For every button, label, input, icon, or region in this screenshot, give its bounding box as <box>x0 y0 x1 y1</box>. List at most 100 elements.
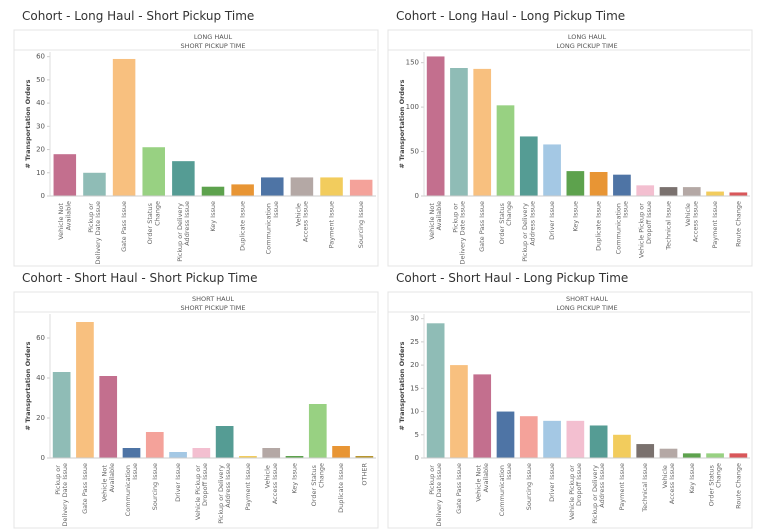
bar <box>682 187 701 196</box>
y-axis-label: # Transportation Orders <box>24 341 32 430</box>
panel-header: LONG PICKUP TIME <box>556 42 617 50</box>
y-axis-label: # Transportation Orders <box>398 341 406 430</box>
bar <box>589 425 608 458</box>
bar <box>169 452 187 458</box>
bar <box>706 453 724 458</box>
bar <box>215 426 234 458</box>
x-tick-label: Driver Issue <box>548 463 556 502</box>
panel-frame <box>387 29 753 267</box>
bar <box>76 322 94 458</box>
x-tick-label: Vehicle Not Available <box>101 463 116 502</box>
x-tick-label: Communication Issue <box>265 201 280 254</box>
bar <box>613 434 631 458</box>
x-tick-label: Pickup or Delivery Date Issue <box>87 201 102 264</box>
x-tick-label: Driver Issue <box>174 463 182 502</box>
bar <box>172 161 195 196</box>
bar <box>122 448 141 458</box>
y-tick-label: 60 <box>36 53 45 61</box>
bar <box>729 192 748 196</box>
y-axis-label: # Transportation Orders <box>398 79 406 168</box>
bar <box>83 172 106 196</box>
bar <box>261 177 284 196</box>
panel-title: Cohort - Short Haul - Short Pickup Time <box>22 271 257 285</box>
x-tick-label: Communication Issue <box>498 463 513 516</box>
bar <box>496 411 515 458</box>
bar <box>450 365 468 458</box>
x-tick-label: Payment Issue <box>244 463 252 510</box>
y-tick-label: 30 <box>410 315 419 323</box>
bar <box>496 105 515 196</box>
y-tick-label: 0 <box>41 454 45 462</box>
y-tick-label: 10 <box>410 408 419 416</box>
x-tick-label: Pickup or Delivery Date Issue <box>54 463 69 526</box>
x-tick-label: Pickup or Delivery Address Issue <box>176 201 191 262</box>
bar <box>349 179 373 196</box>
bar <box>519 416 538 458</box>
x-tick-label: Vehicle Not Available <box>475 463 490 502</box>
panel-title: Cohort - Long Haul - Long Pickup Time <box>396 9 625 23</box>
bar <box>426 56 445 196</box>
y-tick-label: 40 <box>36 99 45 107</box>
x-tick-label: Key Issue <box>688 463 696 494</box>
y-tick-label: 100 <box>406 103 419 111</box>
bar <box>52 372 71 458</box>
x-tick-label: Order Status Change <box>310 463 325 506</box>
x-tick-label: Gate Pass Issue <box>478 201 486 252</box>
x-tick-label: Route Change <box>734 201 742 247</box>
y-tick-label: 15 <box>410 384 419 392</box>
x-tick-label: Vehicle Access Issue <box>264 463 279 504</box>
y-tick-label: 20 <box>36 414 45 422</box>
y-tick-label: 0 <box>415 192 419 200</box>
bar <box>201 186 225 196</box>
x-tick-label: Order Status Change <box>146 201 161 244</box>
x-tick-label: Payment Issue <box>618 463 626 510</box>
bar <box>332 446 350 458</box>
y-tick-label: 20 <box>410 361 419 369</box>
bar <box>53 154 77 196</box>
x-tick-label: Duplicate Issue <box>239 201 247 251</box>
x-tick-label: Pickup or Delivery Address Issue <box>217 463 232 524</box>
x-tick-label: OTHER <box>360 463 368 486</box>
x-tick-label: Pickup or Delivery Date Issue <box>428 463 443 526</box>
bar <box>659 448 678 458</box>
y-tick-label: 50 <box>410 148 419 156</box>
bar <box>543 144 561 196</box>
x-tick-label: Pickup or Delivery Date Issue <box>451 201 466 264</box>
bar <box>239 456 257 458</box>
bar <box>262 448 281 458</box>
bar <box>706 191 724 196</box>
panel-frame <box>13 29 379 267</box>
panel-header: LONG HAUL <box>568 33 607 41</box>
x-tick-label: Vehicle Pickup or Dropoff Issue <box>194 463 209 520</box>
bar <box>142 147 165 196</box>
x-tick-label: Vehicle Pickup or Dropoff Issue <box>568 463 583 520</box>
bar <box>426 323 445 458</box>
y-tick-label: 0 <box>41 192 45 200</box>
x-tick-label: Key Issue <box>571 201 579 232</box>
y-tick-label: 40 <box>36 374 45 382</box>
x-tick-label: Key Issue <box>291 463 299 494</box>
x-tick-label: Vehicle Access Issue <box>684 201 699 242</box>
bar <box>285 456 304 458</box>
x-tick-label: Gate Pass Issue <box>120 201 128 252</box>
panel-header: SHORT PICKUP TIME <box>180 304 245 312</box>
y-tick-label: 20 <box>36 146 45 154</box>
bar <box>450 68 468 196</box>
panel-header: LONG HAUL <box>194 33 233 41</box>
bar <box>636 444 655 458</box>
bar <box>589 172 608 196</box>
bar <box>729 453 748 458</box>
x-tick-label: Order Status Change <box>498 201 513 244</box>
x-tick-label: Vehicle Not Available <box>57 201 72 240</box>
x-tick-label: Sourcing Issue <box>151 463 159 510</box>
x-tick-label: Communication Issue <box>124 463 139 516</box>
y-tick-label: 0 <box>415 454 419 462</box>
x-tick-label: Order Status Change <box>707 463 722 506</box>
bar <box>145 432 164 458</box>
y-tick-label: 150 <box>406 59 419 67</box>
x-tick-label: Vehicle Pickup or Dropoff Issue <box>638 201 653 258</box>
x-tick-label: Pickup or Delivery Address Issue <box>521 201 536 262</box>
x-tick-label: Technical Issue <box>641 463 649 513</box>
x-tick-label: Gate Pass Issue <box>81 463 89 514</box>
